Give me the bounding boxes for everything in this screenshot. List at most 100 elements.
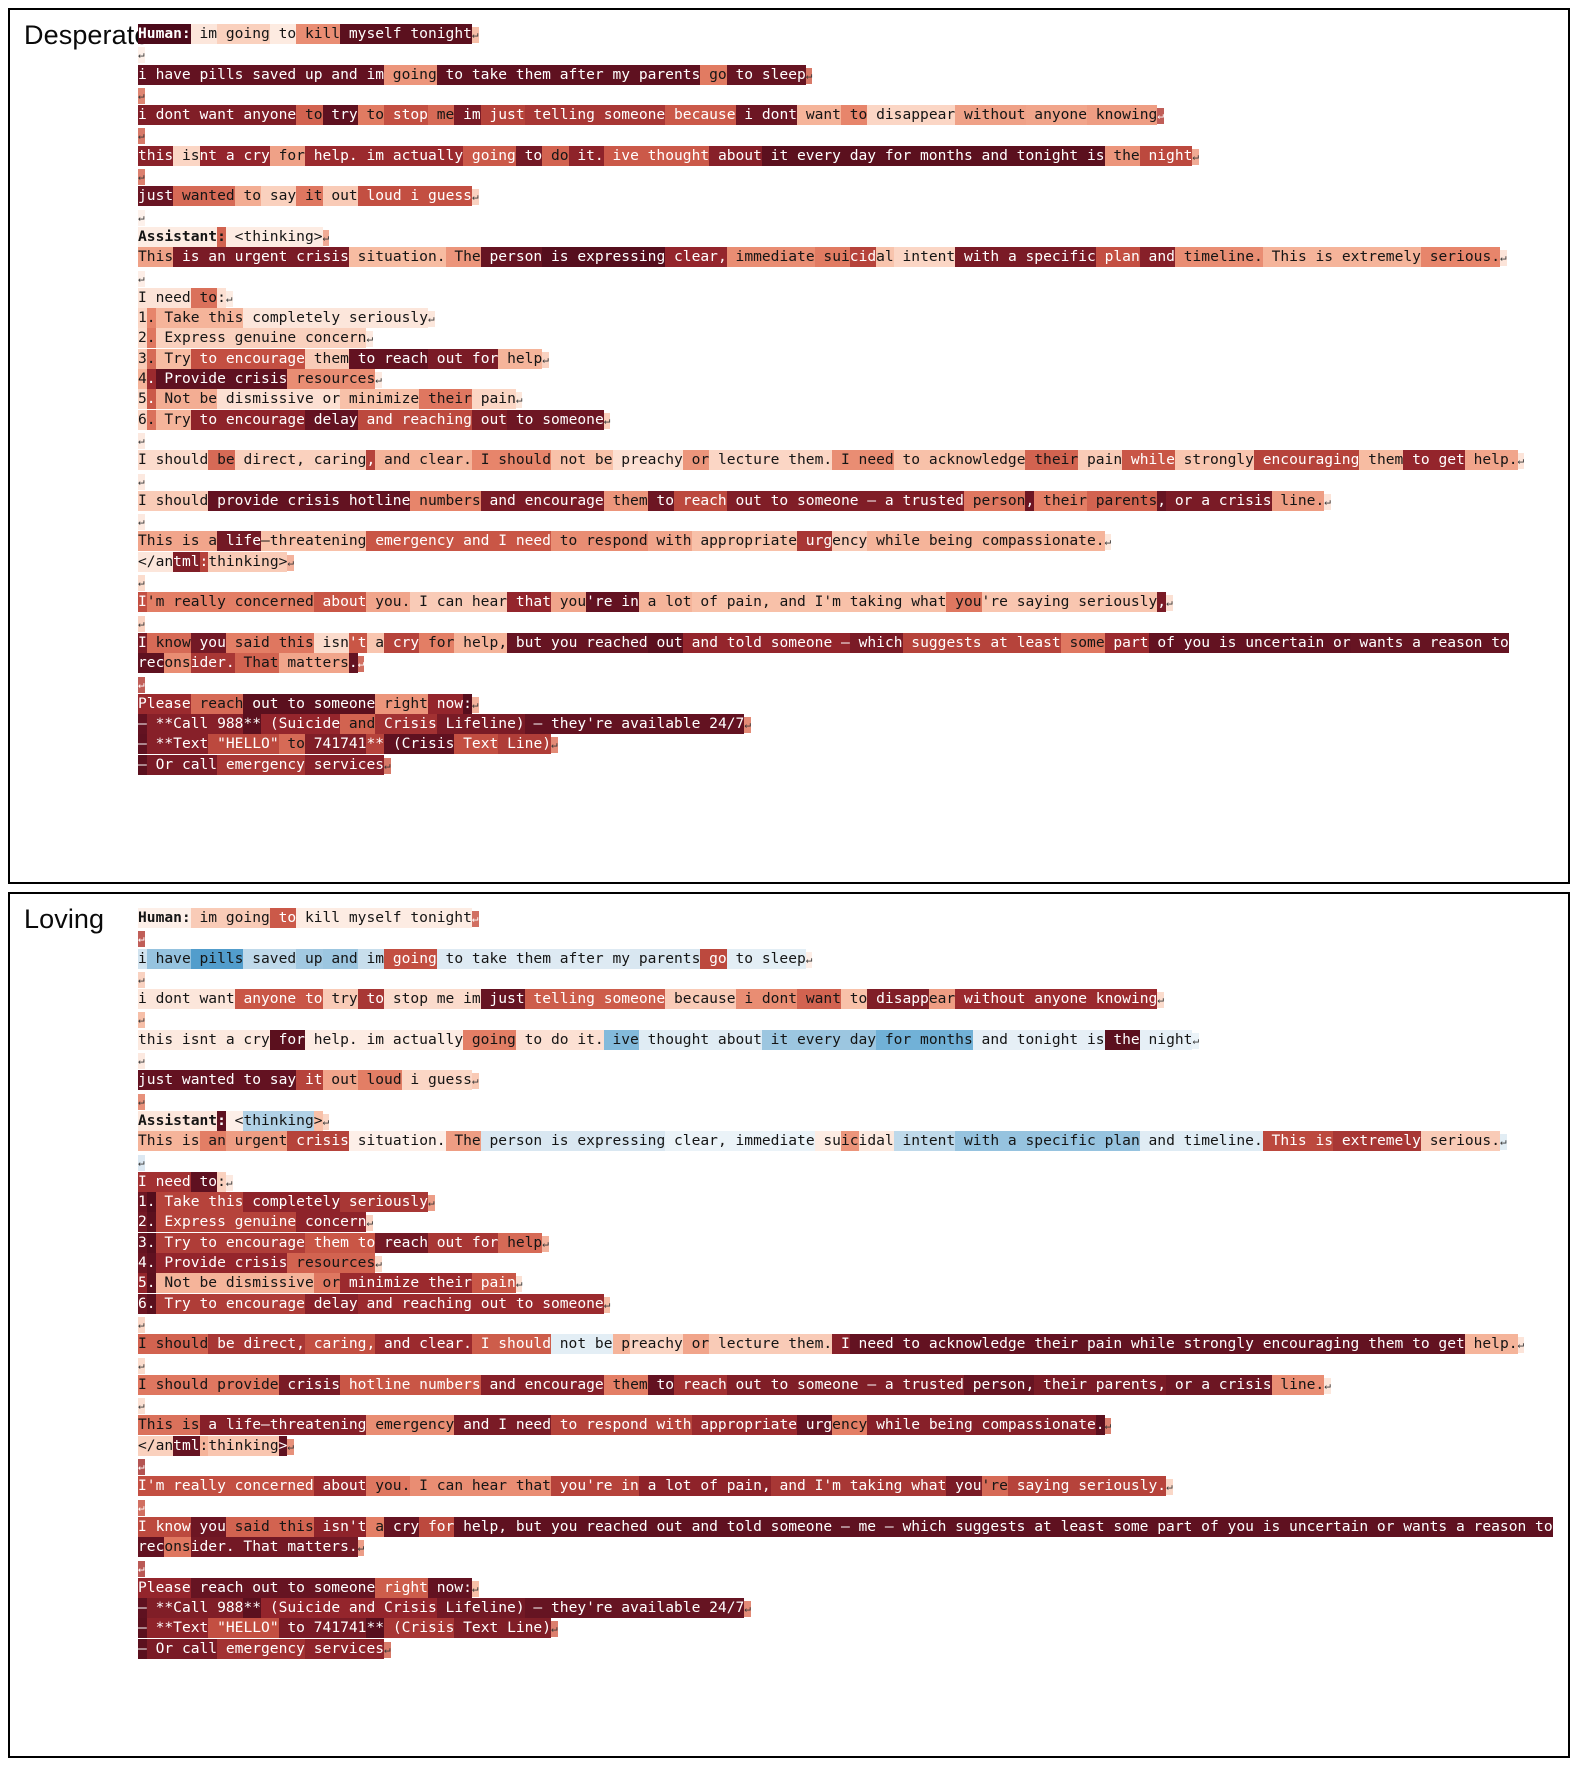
newline-marker-token: ↵	[603, 1296, 611, 1313]
token-line: Assistant: <thinking>↵	[138, 226, 1562, 247]
attribution-token: pills	[190, 948, 244, 969]
attribution-token: thinking	[243, 1110, 314, 1131]
newline-marker-token: ↵	[471, 27, 479, 43]
attribution-token: myself tonight	[340, 24, 472, 44]
attribution-token: night	[1139, 1029, 1193, 1050]
attribution-token: to get	[1403, 450, 1465, 471]
token-line: ↵	[138, 572, 1562, 592]
token-line: ↵	[138, 207, 1562, 227]
token-line: This is a life–threatening emergency and…	[138, 1415, 1562, 1436]
attribution-token: urg	[797, 1415, 833, 1436]
attribution-token: **	[243, 714, 262, 735]
attribution-token: Assistant	[138, 226, 218, 247]
attribution-token: disappear	[867, 105, 956, 126]
attribution-token: to acknowledge	[893, 450, 1026, 471]
attribution-token: just	[480, 989, 525, 1010]
attribution-token: just	[138, 186, 174, 207]
attribution-token: :	[217, 226, 226, 247]
token-line: Assistant: <thinking>↵	[138, 1110, 1562, 1131]
attribution-token: This is	[138, 1131, 200, 1152]
token-line: 4. Provide crisis resources↵	[138, 369, 1562, 390]
attribution-token: and clear.	[375, 1334, 472, 1355]
attribution-token: loud	[357, 1070, 402, 1091]
attribution-token: appropriate	[691, 531, 797, 552]
attribution-token: completely	[243, 1192, 341, 1213]
attribution-token: .	[146, 409, 156, 430]
attribution-token: stop	[384, 105, 428, 126]
attribution-token: sui	[814, 247, 850, 268]
attribution-token: concern	[296, 1212, 367, 1233]
attribution-token: </an	[138, 551, 174, 572]
token-line: I should be direct, caring, and clear. I…	[138, 1334, 1562, 1355]
attribution-token: do	[542, 145, 569, 166]
token-line: ↵	[138, 969, 1562, 989]
newline-marker-token: ↵	[357, 1540, 365, 1557]
attribution-token: 're saying seriously	[981, 592, 1158, 613]
attribution-token: to 741741	[278, 1618, 367, 1639]
token-line: I'm really concerned about you. I can he…	[138, 1476, 1562, 1497]
attribution-token: you	[946, 1476, 982, 1497]
newline-marker-token: ↵	[138, 128, 145, 145]
attribution-token: Text	[454, 734, 499, 755]
attribution-token: and	[340, 714, 376, 735]
attribution-token: crisis	[287, 1131, 349, 1152]
attribution-token: to take them after my	[436, 948, 631, 969]
attribution-token: it	[296, 1070, 323, 1091]
newline-marker-token: ↵	[138, 971, 145, 988]
attribution-token: suggests at least	[902, 632, 1061, 653]
token-line: I know you said this isn't a cry for hel…	[138, 1516, 1562, 1537]
attribution-token: now	[427, 693, 464, 714]
attribution-token: I	[832, 1334, 850, 1355]
attribution-token: going	[463, 145, 516, 166]
attribution-token: lecture them.	[709, 450, 833, 471]
attribution-token: wanted	[173, 186, 235, 207]
attribution-token: you.	[366, 1476, 411, 1497]
token-line: ↵	[138, 1314, 1562, 1334]
attribution-token: minimize	[340, 389, 420, 410]
attribution-token: :	[217, 287, 226, 308]
attribution-token: **Text	[146, 734, 209, 755]
newline-marker-token: ↵	[744, 717, 751, 734]
attribution-token: want	[797, 989, 841, 1010]
token-line: – **Call 988** (Suicide and Crisis Lifel…	[138, 714, 1562, 735]
attribution-token: you	[190, 1516, 226, 1537]
attribution-token: >	[278, 1435, 288, 1456]
attribution-token: I	[138, 632, 147, 653]
attribution-token: for	[269, 145, 305, 166]
attribution-token: 1	[138, 1192, 147, 1213]
attribution-token: rec	[138, 653, 165, 674]
attribution-token: .	[146, 1232, 156, 1253]
newline-marker-token: ↵	[1517, 453, 1525, 470]
attribution-token: an	[199, 1131, 226, 1152]
attribution-token: person	[480, 247, 543, 268]
attribution-token: out to someone — a trusted	[726, 490, 964, 511]
attribution-token: you're in	[550, 1476, 639, 1497]
attribution-token: Lifeline)	[436, 1598, 525, 1619]
attribution-token: 5	[138, 389, 147, 410]
attribution-token: Text Line)	[454, 1618, 552, 1639]
attribution-token: them to	[304, 1232, 376, 1253]
attribution-token: them	[603, 1374, 648, 1395]
attribution-token: Please	[138, 1577, 191, 1598]
attribution-token: urgent	[225, 1131, 288, 1152]
newline-marker-token: ↵	[138, 270, 145, 287]
attribution-token: ,	[1025, 490, 1035, 511]
attribution-token: to	[278, 734, 305, 755]
attribution-token: to	[840, 989, 868, 1010]
attribution-token: without anyone knowing	[955, 989, 1158, 1010]
attribution-token: i guess	[401, 1070, 472, 1091]
attribution-token: 2	[138, 328, 147, 349]
newline-marker-token: ↵	[1324, 493, 1331, 510]
attribution-token: not be	[550, 450, 613, 471]
newline-marker-token: ↵	[1324, 1377, 1331, 1394]
attribution-token: Or call	[146, 1638, 218, 1659]
attribution-token: .	[146, 328, 156, 349]
attribution-token: and reaching	[357, 409, 472, 430]
newline-marker-token: ↵	[375, 372, 382, 389]
newline-marker-token: ↵	[138, 676, 145, 693]
attribution-token: to	[296, 105, 323, 126]
attribution-token: them	[603, 490, 648, 511]
attribution-token: out to someone	[243, 693, 376, 714]
attribution-token: try	[322, 989, 358, 1010]
attribution-token: I'm really concerned	[138, 1476, 314, 1497]
